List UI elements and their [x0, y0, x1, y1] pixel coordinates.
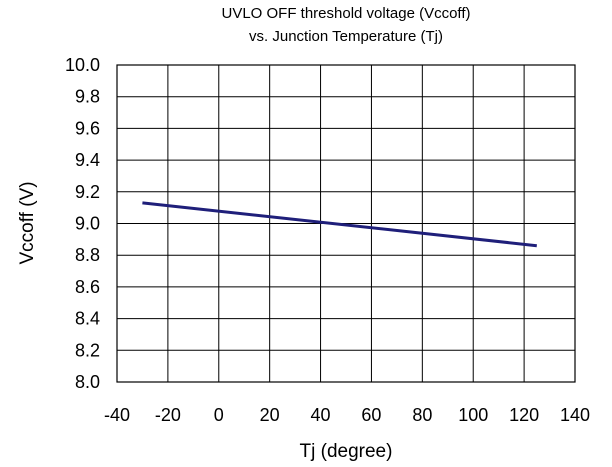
y-tick-label: 9.0 [75, 214, 100, 234]
y-tick-label: 10.0 [65, 55, 100, 75]
x-tick-label: 40 [311, 405, 331, 425]
x-tick-label: 80 [412, 405, 432, 425]
x-tick-label: 60 [361, 405, 381, 425]
x-tick-label: -40 [104, 405, 130, 425]
y-tick-labels: 10.0 9.8 9.6 9.4 9.2 9.0 8.8 8.6 8.4 8.2 8.0 [65, 55, 100, 392]
y-tick-label: 9.4 [75, 150, 100, 170]
x-tick-label: 140 [560, 405, 590, 425]
y-axis-label: Vccoff (V) [17, 181, 38, 264]
y-tick-label: 8.8 [75, 245, 100, 265]
y-tick-label: 8.6 [75, 277, 100, 297]
x-tick-labels: -40 -20 0 20 40 60 80 100 120 140 [104, 405, 590, 425]
series-layer [142, 201, 537, 248]
y-tick-label: 8.2 [75, 340, 100, 360]
chart-title-line-1: UVLO OFF threshold voltage (Vccoff) [222, 5, 471, 22]
plot-frame [116, 64, 576, 383]
x-tick-label: -20 [155, 405, 181, 425]
y-tick-label: 9.6 [75, 118, 100, 138]
x-tick-label: 20 [260, 405, 280, 425]
chart-title-line-2: vs. Junction Temperature (Tj) [249, 28, 443, 45]
x-tick-label: 0 [214, 405, 224, 425]
series-line [142, 201, 537, 248]
x-axis-label: Tj (degree) [300, 441, 393, 462]
y-tick-label: 9.2 [75, 182, 100, 202]
x-tick-label: 120 [509, 405, 539, 425]
y-tick-label: 8.4 [75, 309, 100, 329]
x-tick-label: 100 [458, 405, 488, 425]
y-tick-label: 8.0 [75, 372, 100, 392]
y-tick-label: 9.8 [75, 87, 100, 107]
